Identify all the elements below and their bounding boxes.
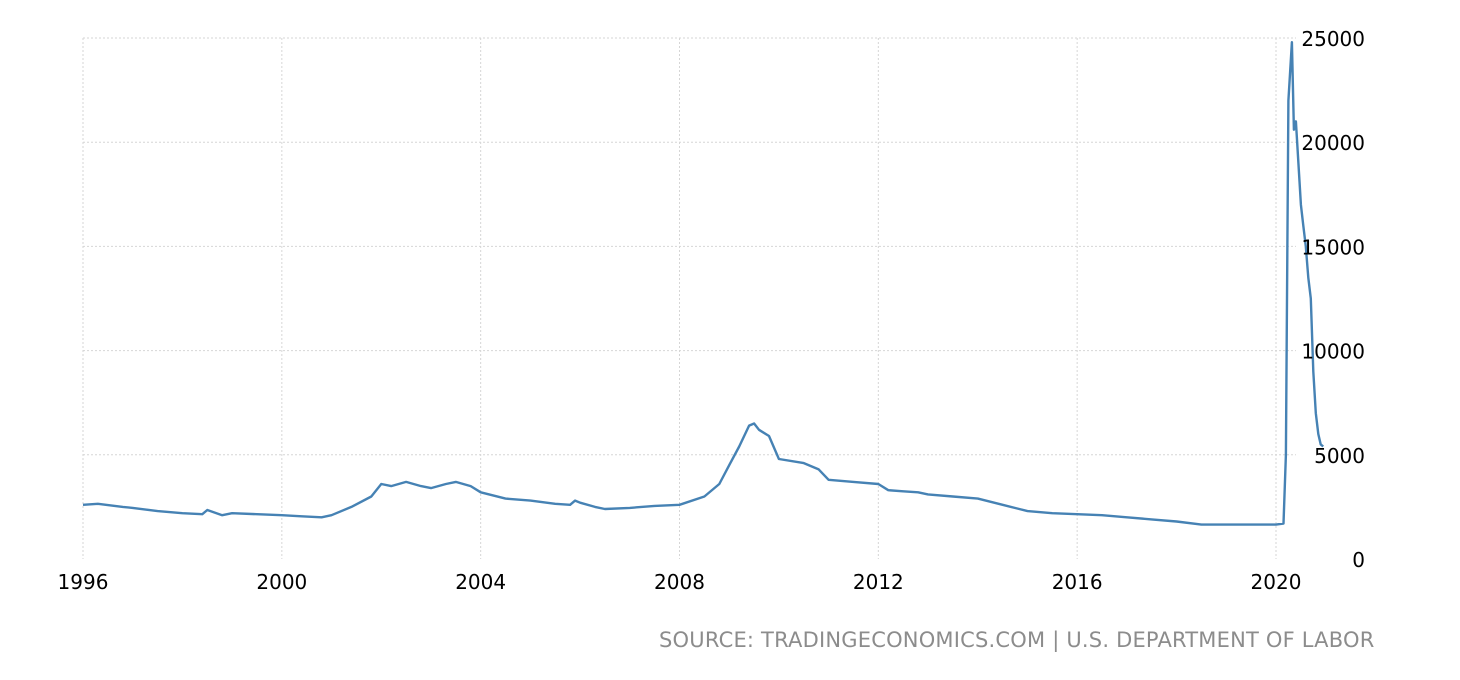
series-group <box>82 41 1324 526</box>
x-tick-label: 2020 <box>1251 570 1302 594</box>
x-tick-label: 2004 <box>455 570 506 594</box>
y-tick-label: 20000 <box>1301 131 1365 155</box>
y-tick-label: 5000 <box>1314 444 1365 468</box>
series-line-0 <box>82 41 1324 526</box>
vertical-gridlines <box>82 38 1277 559</box>
x-axis-tick-labels: 1996 2000 2004 2008 2012 2016 2020 <box>58 570 1302 594</box>
x-tick-label: 2008 <box>654 570 705 594</box>
y-axis-tick-labels: 0 5000 10000 15000 20000 25000 <box>1301 27 1365 572</box>
y-tick-label: 25000 <box>1301 27 1365 51</box>
x-tick-label: 1996 <box>58 570 109 594</box>
source-attribution: SOURCE: TRADINGECONOMICS.COM | U.S. DEPA… <box>659 628 1375 652</box>
horizontal-gridlines <box>83 37 1296 456</box>
x-tick-label: 2000 <box>256 570 307 594</box>
chart: 1996 2000 2004 2008 2012 2016 2020 0 5000 10000 1… <box>58 27 1365 594</box>
y-tick-label: 10000 <box>1301 340 1365 364</box>
y-tick-label: 0 <box>1352 548 1365 572</box>
x-tick-label: 2016 <box>1052 570 1103 594</box>
x-tick-label: 2012 <box>853 570 904 594</box>
y-tick-label: 15000 <box>1301 235 1365 259</box>
